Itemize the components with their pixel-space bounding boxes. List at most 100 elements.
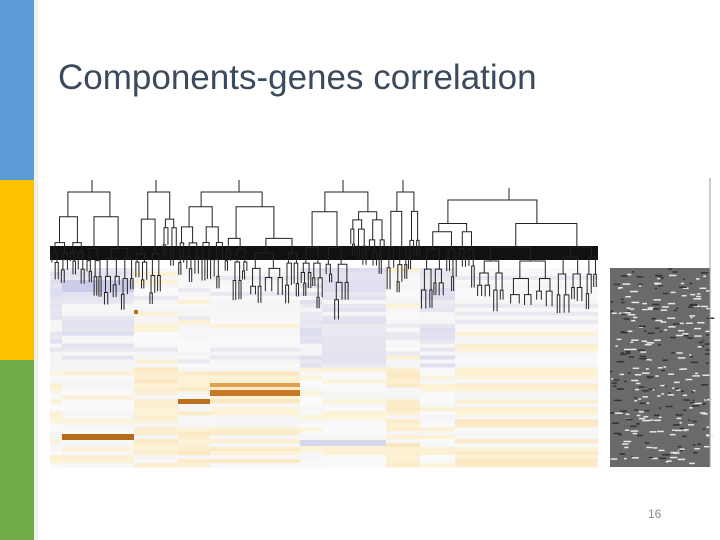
gene-label-noise — [634, 388, 640, 391]
heatmap-cell — [210, 423, 300, 428]
gene-label-noise — [656, 275, 663, 277]
dendrogram-branch — [213, 259, 219, 277]
heatmap-cell — [50, 443, 62, 448]
dendrogram-branch — [327, 246, 342, 265]
heatmap-cell — [455, 415, 598, 420]
heatmap-cell — [134, 339, 178, 345]
dendrogram-branch — [303, 282, 307, 296]
gene-label-noise — [679, 427, 685, 430]
heatmap-cell — [178, 371, 210, 376]
heatmap-cell — [322, 271, 386, 277]
heatmap-cell — [134, 295, 178, 301]
heatmap-cell — [420, 339, 455, 345]
gene-label-noise — [622, 443, 629, 445]
gene-label-noise — [620, 331, 628, 334]
heatmap-cell — [62, 307, 134, 313]
gene-label-noise — [694, 448, 700, 450]
gene-label-noise — [630, 348, 637, 351]
heatmap-cell — [322, 419, 386, 424]
heatmap-cell — [386, 291, 420, 297]
heatmap-cell — [322, 311, 386, 317]
heatmap-cell — [322, 343, 386, 349]
heatmap-cell — [50, 395, 62, 400]
dendrogram-branch — [236, 249, 246, 262]
dendrogram-branch — [316, 296, 320, 309]
heatmap-cell — [300, 307, 322, 313]
gene-label-noise — [631, 271, 635, 273]
heatmap-cell — [300, 335, 322, 341]
heatmap-cell — [322, 359, 386, 365]
gene-label-noise — [654, 419, 662, 422]
heatmap-cell — [62, 371, 134, 376]
heatmap-cell — [386, 335, 420, 341]
heatmap-cell — [50, 299, 62, 305]
heatmap-cell — [50, 435, 62, 440]
heatmap-cell — [50, 407, 62, 412]
heatmap-cell — [322, 319, 386, 325]
dendrogram-branch — [235, 206, 275, 239]
gene-label-noise — [634, 374, 642, 376]
dendrogram-branch — [286, 262, 292, 286]
heatmap-cell — [300, 459, 322, 464]
heatmap-cell — [322, 463, 386, 468]
heatmap-cell — [420, 391, 455, 396]
gene-label-noise — [662, 292, 669, 295]
gene-label-noise — [663, 366, 667, 368]
gene-label-noise — [690, 401, 695, 404]
dendrogram-branch — [157, 274, 161, 292]
heatmap-cell — [62, 347, 134, 353]
heatmap-cell — [50, 351, 62, 357]
heatmap-cell — [455, 411, 598, 416]
gene-label-noise — [668, 392, 671, 394]
heatmap-cell — [455, 463, 598, 468]
heatmap-cell — [386, 415, 420, 420]
heatmap-cell — [300, 299, 322, 305]
heatmap-cell — [62, 415, 134, 420]
gene-label-noise — [658, 279, 661, 281]
gene-label-noise — [625, 350, 631, 353]
gene-label-noise — [652, 447, 658, 449]
gene-label-noise — [672, 323, 681, 325]
dendrogram-branch — [569, 246, 592, 258]
gene-label-noise — [662, 454, 670, 456]
heatmap-cell — [420, 363, 455, 368]
dendrogram-branch — [188, 242, 198, 257]
heatmap-cell — [420, 323, 455, 329]
page-number: 16 — [648, 507, 662, 521]
dendrogram-branch — [254, 252, 274, 269]
heatmap-cell — [210, 371, 300, 376]
gene-label-noise — [699, 412, 706, 414]
heatmap-cell — [420, 311, 455, 317]
dendrogram-branch — [227, 237, 241, 250]
heatmap-cell — [386, 407, 420, 412]
gene-label-noise — [693, 452, 698, 454]
heatmap-cell — [455, 427, 598, 432]
heatmap-cell — [300, 347, 322, 353]
gene-label-noise — [677, 458, 686, 461]
gene-label-noise — [629, 308, 635, 310]
gene-label-noise — [641, 340, 648, 343]
heatmap-cell — [300, 363, 322, 368]
dendrogram-branch — [593, 273, 597, 288]
gene-label-noise — [666, 460, 672, 462]
heatmap-cell — [178, 283, 210, 289]
heatmap-cell — [50, 307, 62, 313]
dendrogram-branch — [302, 262, 310, 273]
heatmap-cell — [62, 399, 134, 404]
heatmap-cell — [134, 423, 178, 428]
gene-label-noise — [626, 352, 631, 355]
gene-label-noise — [664, 385, 667, 387]
dendrogram-branch — [93, 216, 119, 249]
gene-label-noise — [610, 458, 618, 460]
gene-label-noise — [652, 303, 660, 306]
heatmap-cell — [50, 339, 62, 345]
heatmap-cell — [386, 319, 420, 325]
heatmap-cell — [455, 447, 598, 452]
heatmap-cell — [300, 287, 322, 293]
heatmap-cell — [50, 268, 62, 273]
dendrogram-branch — [396, 191, 415, 212]
dendrogram-branch — [285, 284, 290, 304]
gene-label-noise — [706, 333, 710, 336]
gene-label-noise — [654, 283, 662, 285]
gene-label-noise — [641, 372, 650, 374]
